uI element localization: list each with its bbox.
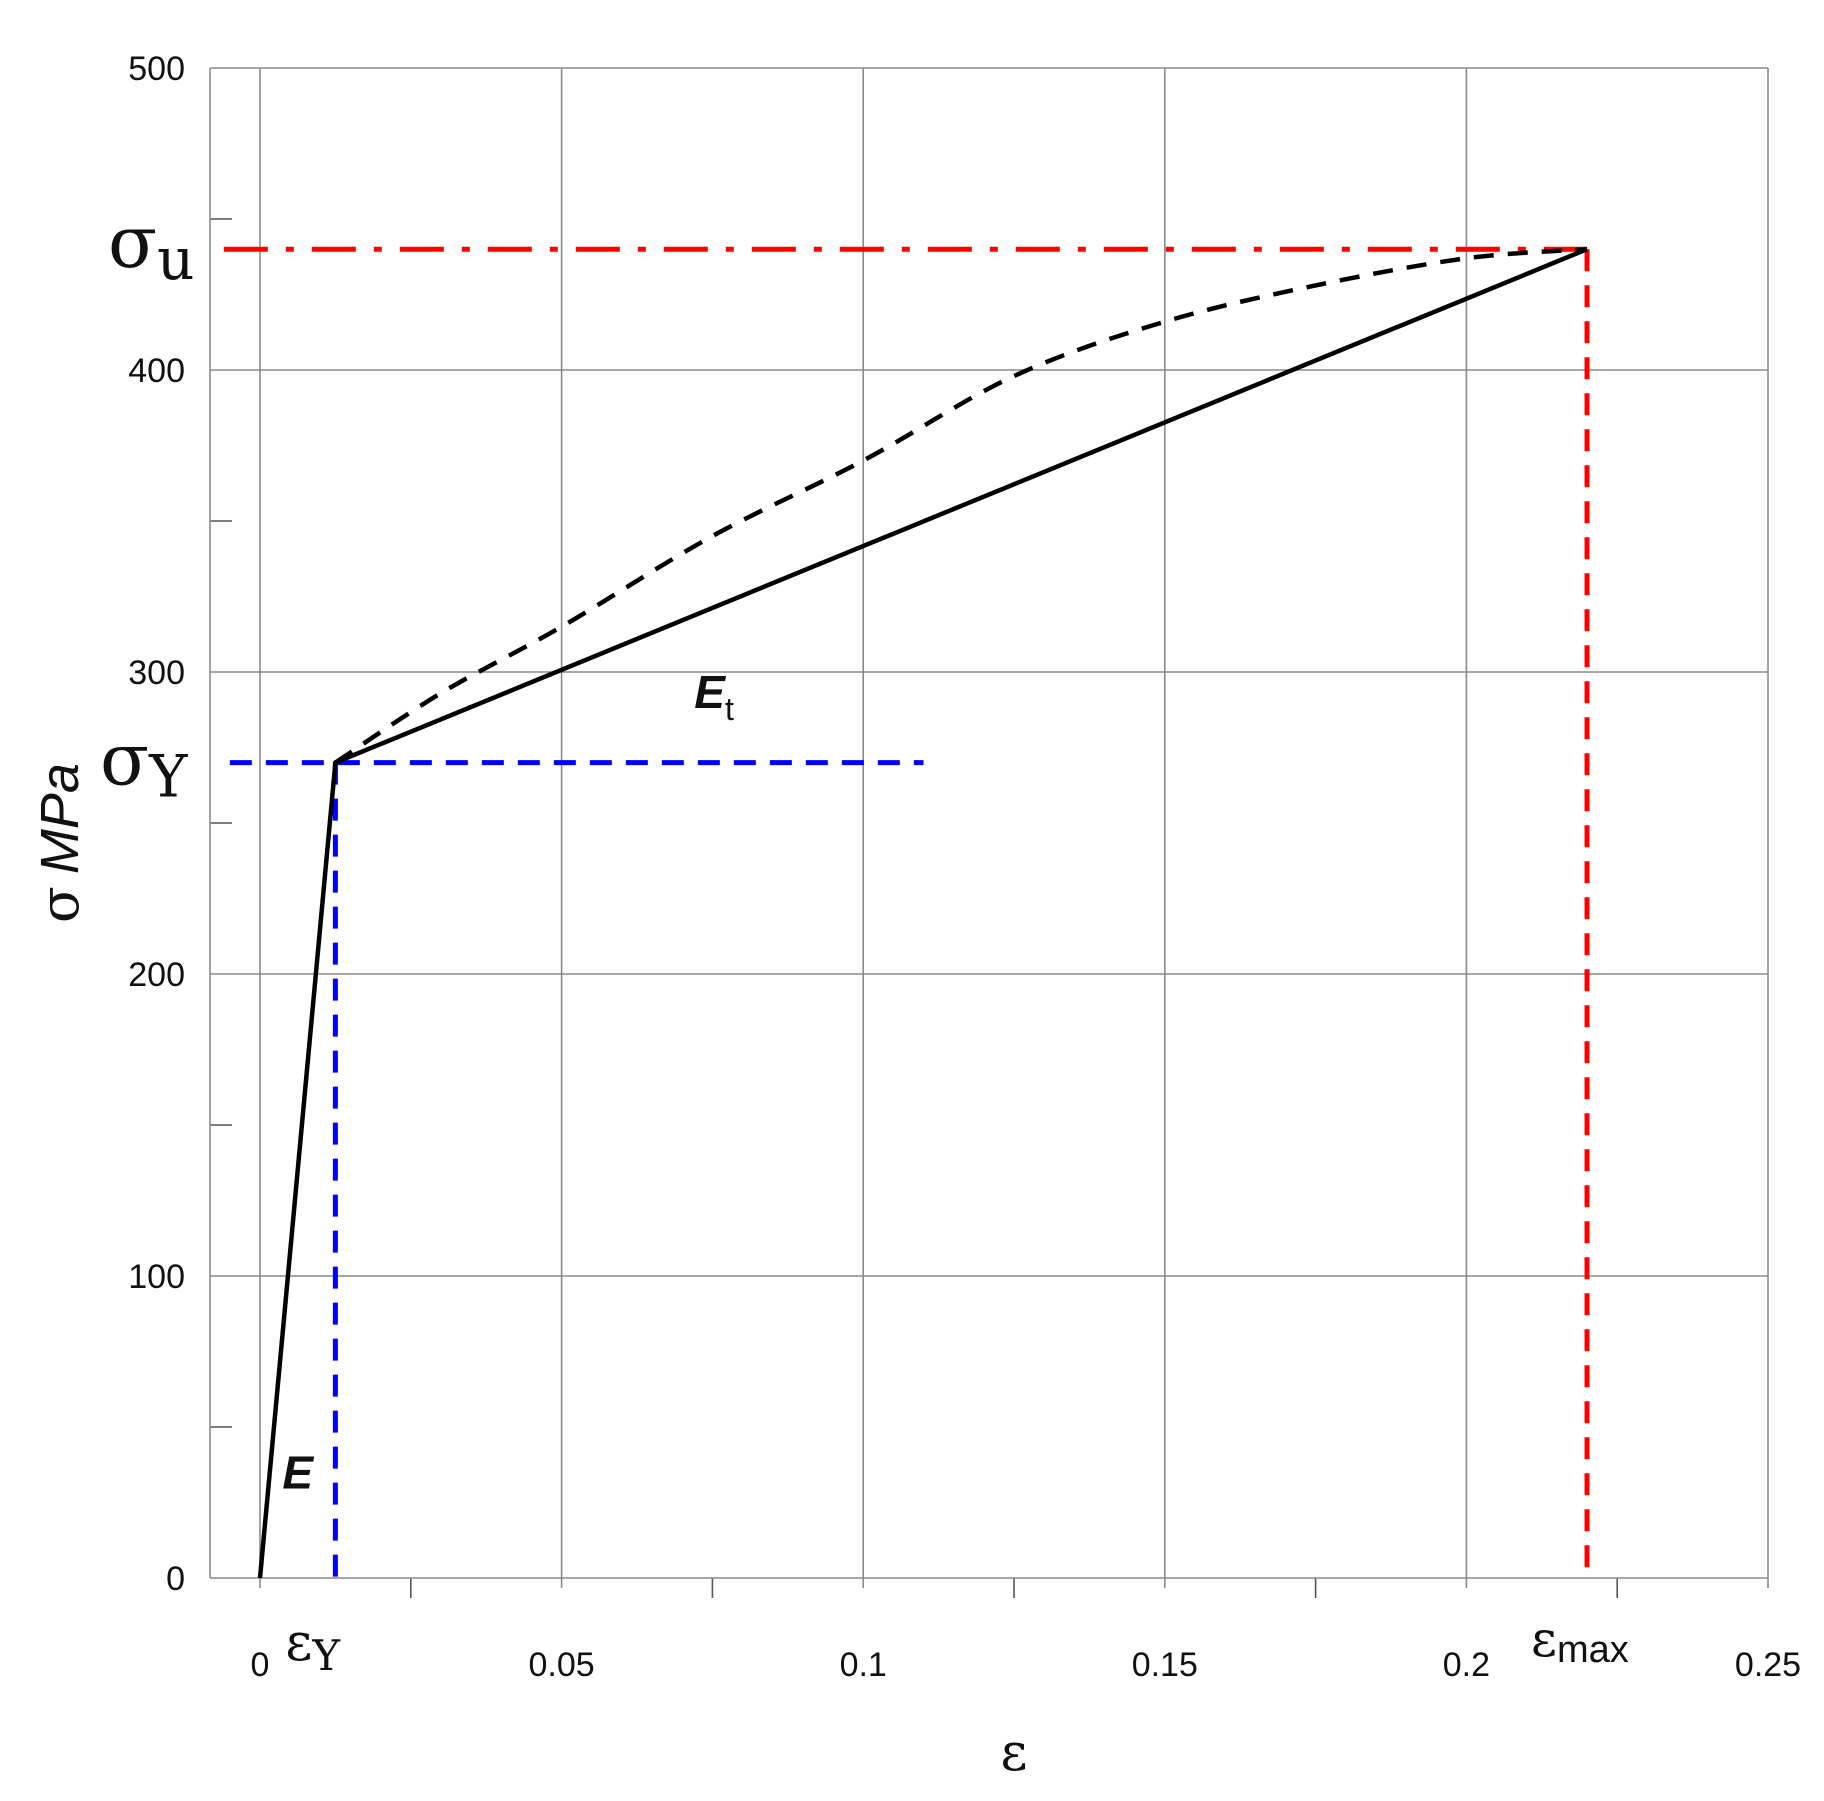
epsilon-max-label: εmax	[1531, 1610, 1629, 1671]
sigma-u-label: σu	[108, 200, 195, 293]
grid-lines	[209, 67, 1769, 1598]
epsilon-y-label: εY	[285, 1613, 341, 1680]
y-tick-label: 400	[128, 352, 185, 390]
x-tick-label: 0.15	[1132, 1646, 1198, 1684]
x-tick-label: 0.1	[840, 1646, 887, 1684]
x-tick-label: 0.2	[1443, 1646, 1490, 1684]
data-series	[257, 246, 1588, 1579]
y-tick-label: 500	[128, 50, 185, 88]
reference-lines	[223, 246, 1590, 1578]
sigma-y-label: σY	[100, 718, 188, 811]
tick-labels: 0 0.05 0.1 0.15 0.2 0.25 0 100 200 300 400 500	[128, 50, 1801, 1684]
dashed-curve	[334, 246, 1588, 765]
tangent-modulus-label: Et	[694, 666, 734, 727]
y-tick-label: 0	[166, 1560, 185, 1598]
y-axis-title: σMPa	[28, 763, 91, 923]
x-tick-label: 0.05	[529, 1646, 595, 1684]
y-tick-label: 300	[128, 654, 185, 692]
y-tick-label: 200	[128, 956, 185, 994]
x-tick-label: 0	[251, 1646, 270, 1684]
x-axis-title: ε	[1001, 1723, 1028, 1783]
x-tick-label: 0.25	[1735, 1646, 1801, 1684]
elastic-modulus-label: E	[282, 1446, 314, 1498]
y-tick-label: 100	[128, 1258, 185, 1296]
